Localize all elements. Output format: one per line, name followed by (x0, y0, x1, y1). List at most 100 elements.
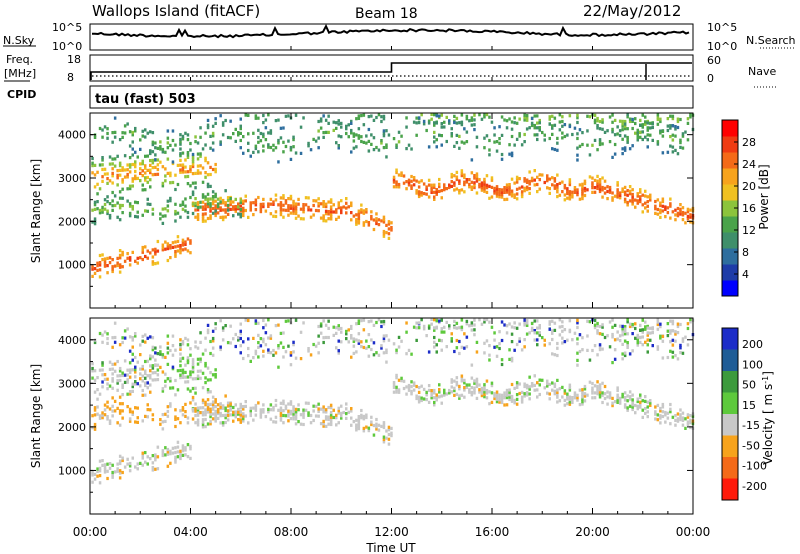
power-cell (226, 205, 230, 209)
velocity-cell (151, 468, 155, 472)
power-cell (460, 188, 464, 192)
power-cell (242, 213, 245, 218)
power-cell (101, 167, 104, 172)
power-cell (164, 150, 167, 154)
power-cell (475, 145, 479, 149)
power-cell (365, 134, 368, 138)
velocity-cell (463, 381, 466, 385)
velocity-cell (450, 390, 453, 394)
velocity-cell (422, 397, 426, 401)
power-cell (357, 116, 361, 120)
velocity-cell (636, 336, 639, 340)
power-cell (282, 150, 285, 154)
power-cell (289, 145, 293, 150)
power-cell (631, 126, 634, 131)
power-cell (536, 114, 539, 118)
power-cell (498, 192, 501, 196)
power-cell (111, 265, 114, 269)
power-cell (134, 165, 137, 169)
velocity-cell (488, 358, 491, 362)
velocity-cell (156, 363, 160, 367)
velocity-cell (287, 414, 290, 418)
velocity-cell (247, 421, 250, 425)
power-cell (98, 163, 102, 167)
velocity-cell (284, 414, 288, 418)
velocity-cell (98, 466, 102, 470)
velocity-cell (674, 332, 677, 336)
power-cell (106, 209, 109, 213)
power-cell (179, 142, 182, 146)
velocity-cell (216, 407, 220, 412)
velocity-cell (362, 417, 366, 421)
velocity-cell (134, 465, 137, 469)
velocity-cell (169, 404, 172, 408)
power-cell (433, 197, 436, 201)
power-cell (669, 135, 672, 139)
power-cell (445, 187, 448, 191)
power-cell (681, 210, 685, 215)
power-cell (91, 220, 94, 224)
power-cell (347, 123, 350, 127)
velocity-cell (503, 393, 506, 397)
velocity-cell (184, 363, 187, 367)
power-cell (292, 211, 295, 215)
power-cell (237, 133, 240, 137)
velocity-cell (101, 413, 104, 417)
power-cell (498, 125, 501, 129)
power-cell (221, 121, 225, 125)
velocity-cell (382, 351, 386, 355)
velocity-cell (656, 320, 660, 324)
velocity-cell (166, 334, 170, 338)
velocity-cell (161, 449, 165, 453)
power-cell (480, 188, 484, 192)
velocity-cell (385, 350, 388, 355)
velocity-cell (450, 385, 453, 389)
power-cell (179, 133, 182, 137)
power-cell (126, 168, 129, 172)
power-cell (111, 269, 114, 274)
velocity-cell (169, 449, 172, 453)
velocity-cell (676, 419, 680, 423)
velocity-cell (141, 364, 144, 369)
power-cell (101, 179, 104, 183)
power-cell (274, 146, 278, 150)
power-cell (551, 183, 554, 187)
velocity-cell (417, 386, 421, 390)
velocity-cell (292, 410, 295, 414)
velocity-cell (209, 422, 212, 426)
power-cell (644, 115, 647, 119)
velocity-cell (221, 413, 225, 418)
velocity-cell (495, 345, 499, 349)
power-cell (568, 178, 572, 182)
power-cell (626, 127, 629, 131)
power-cell (201, 147, 205, 151)
velocity-cell (289, 351, 293, 355)
power-cell (151, 161, 155, 165)
velocity-cell (387, 425, 391, 429)
power-cell (646, 209, 649, 213)
power-cell (443, 188, 446, 192)
velocity-cell (335, 346, 338, 350)
velocity-cell (448, 324, 451, 328)
velocity-cell (211, 405, 215, 409)
velocity-cell (448, 388, 451, 393)
power-cell (528, 182, 531, 186)
velocity-cell (139, 461, 142, 465)
velocity-cell (191, 377, 195, 381)
velocity-cell (269, 417, 273, 421)
power-cell (561, 131, 564, 135)
velocity-cell (669, 331, 672, 335)
velocity-cell (161, 389, 165, 393)
power-cell (387, 236, 391, 240)
power-cell (131, 147, 134, 151)
velocity-cell (179, 456, 182, 461)
velocity-cell (340, 411, 343, 415)
power-cell (116, 176, 119, 180)
power-cell (206, 202, 210, 206)
power-cell (397, 173, 401, 177)
velocity-cell (279, 341, 283, 345)
power-cell (128, 184, 132, 188)
power-cell (470, 187, 474, 191)
power-cell (247, 215, 250, 219)
velocity-cell (196, 408, 200, 413)
